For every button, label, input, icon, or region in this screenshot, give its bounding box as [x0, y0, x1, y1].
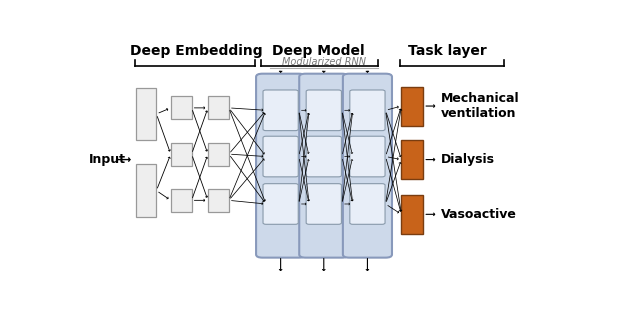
FancyBboxPatch shape [256, 74, 305, 258]
Bar [401, 140, 423, 179]
Text: Dialysis: Dialysis [440, 153, 495, 166]
Bar [171, 189, 191, 212]
FancyBboxPatch shape [300, 74, 348, 258]
Text: Input: Input [89, 153, 126, 166]
Bar [208, 96, 229, 119]
FancyBboxPatch shape [350, 184, 385, 224]
FancyBboxPatch shape [263, 90, 298, 131]
Text: Deep Model: Deep Model [272, 44, 364, 58]
Text: Task layer: Task layer [408, 44, 486, 58]
Text: Modularized RNN: Modularized RNN [282, 57, 366, 67]
Bar [208, 143, 229, 166]
Text: Mechanical
ventilation: Mechanical ventilation [440, 92, 519, 120]
FancyBboxPatch shape [306, 184, 341, 224]
Bar [171, 96, 191, 119]
Text: Deep Embedding: Deep Embedding [131, 44, 263, 58]
Bar [208, 189, 229, 212]
FancyBboxPatch shape [350, 90, 385, 131]
Bar [401, 87, 423, 125]
Bar [136, 164, 156, 217]
Bar [136, 88, 156, 140]
FancyBboxPatch shape [263, 184, 298, 224]
Bar [401, 195, 423, 234]
FancyBboxPatch shape [306, 90, 341, 131]
FancyBboxPatch shape [263, 136, 298, 177]
Bar [171, 143, 191, 166]
FancyBboxPatch shape [343, 74, 392, 258]
FancyBboxPatch shape [306, 136, 341, 177]
FancyBboxPatch shape [350, 136, 385, 177]
Text: Vasoactive: Vasoactive [440, 208, 516, 221]
